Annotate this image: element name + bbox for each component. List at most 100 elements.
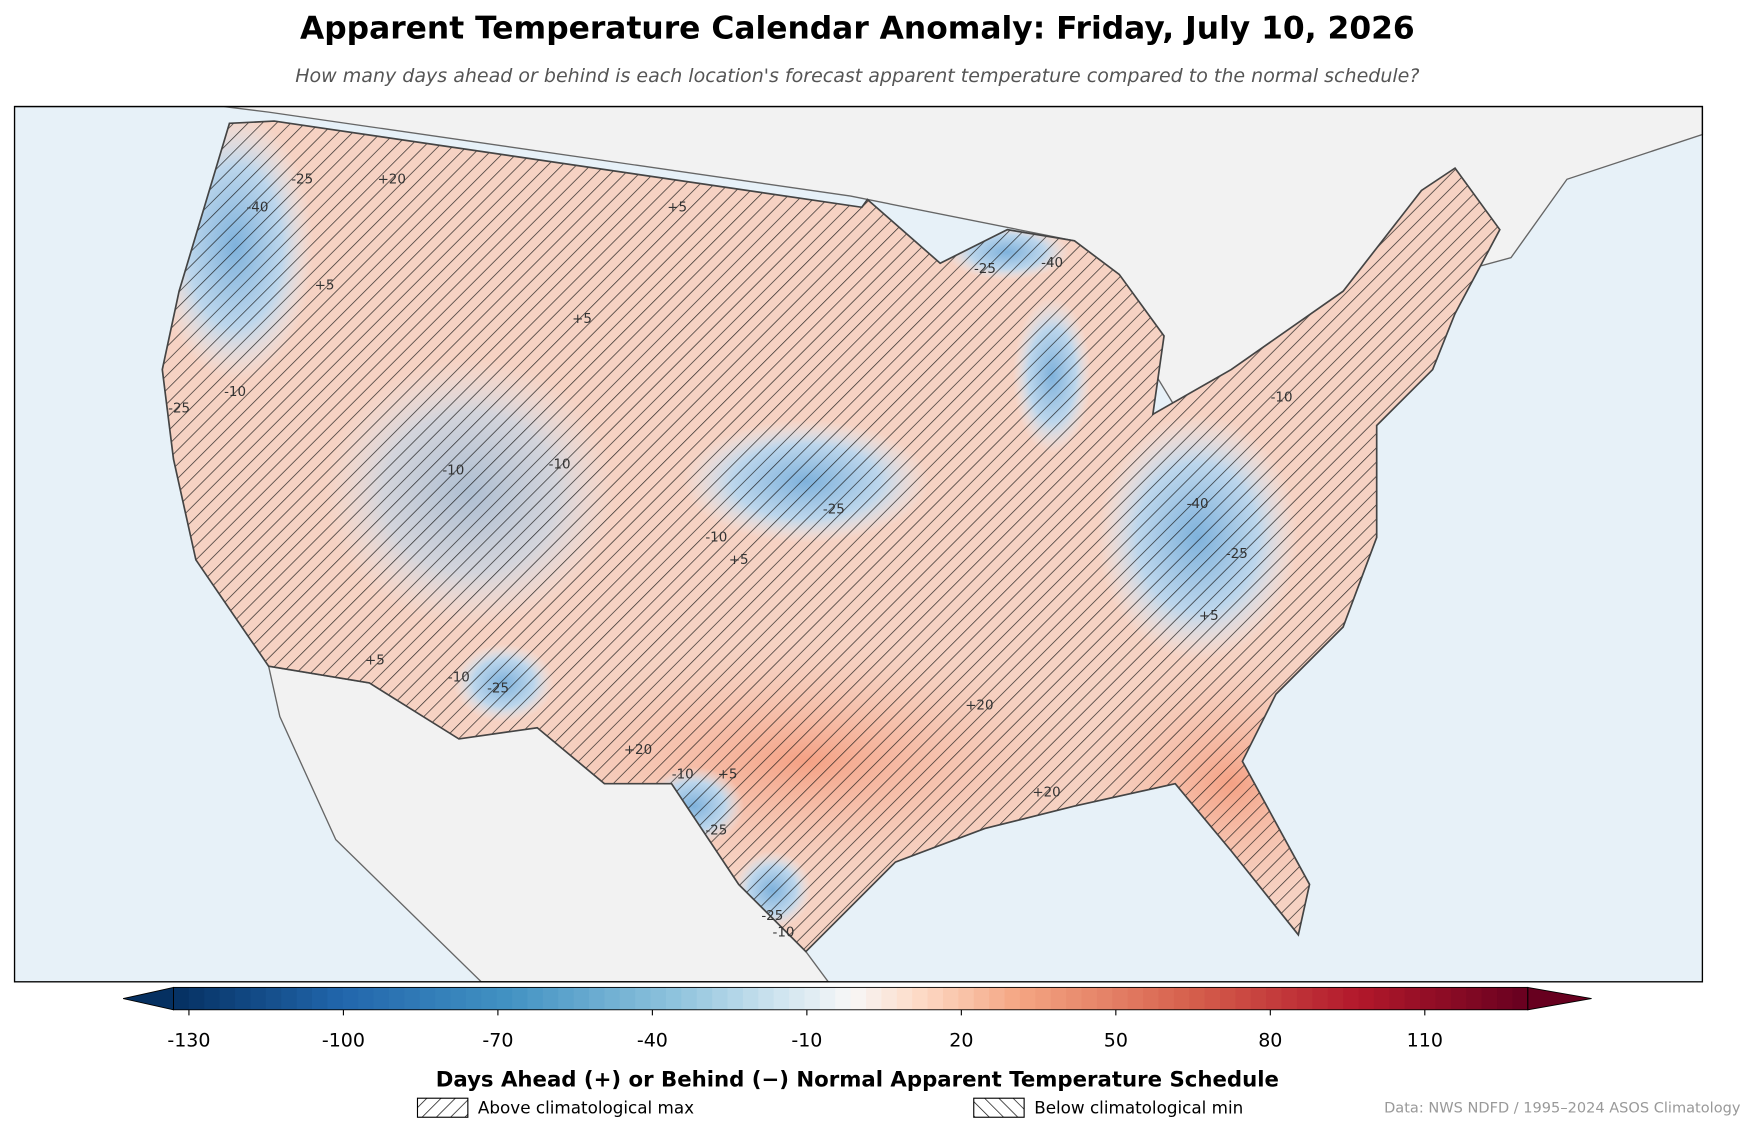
contour-label: +5 <box>729 553 749 568</box>
colorbar-extend <box>123 986 174 1011</box>
contour-label: -25 <box>1226 547 1248 562</box>
colorbar-segment <box>1173 987 1190 1010</box>
contour-label: -25 <box>705 824 727 839</box>
colorbar-segment <box>1158 987 1175 1010</box>
contour-label: -10 <box>672 768 694 783</box>
colorbar-tick-label: 50 <box>1104 1030 1128 1052</box>
colorbar-segment <box>1235 987 1252 1010</box>
contour-label: -10 <box>448 670 470 685</box>
contour-label: -10 <box>773 926 795 941</box>
colorbar-segment <box>773 987 790 1010</box>
colorbar-segment <box>1450 987 1467 1010</box>
colorbar-segment <box>358 987 375 1010</box>
contour-label: -25 <box>291 172 313 187</box>
contour-label: -10 <box>1271 391 1293 406</box>
contour-label: +5 <box>718 768 738 783</box>
colorbar-segment <box>450 987 467 1010</box>
contour-label: -40 <box>1187 497 1209 512</box>
contour-label: +20 <box>1032 786 1060 801</box>
contour-labels: -25-40+5+20-25-10-10 -10-10-25+5+5-25-10+… <box>168 172 1292 940</box>
contour-label: +20 <box>965 698 993 713</box>
colorbar-segment <box>1050 987 1067 1010</box>
colorbar-segment <box>696 987 713 1010</box>
colorbar-segment <box>635 987 652 1010</box>
colorbar-segment <box>1035 987 1052 1010</box>
colorbar-segment <box>327 987 344 1010</box>
colorbar-segment <box>527 987 544 1010</box>
colorbar-segment <box>373 987 390 1010</box>
colorbar-segment <box>712 987 729 1010</box>
colorbar-segment <box>265 987 282 1010</box>
contour-label: +20 <box>624 743 652 758</box>
colorbar-segment <box>1127 987 1144 1010</box>
subtitle: How many days ahead or behind is each lo… <box>295 65 1419 87</box>
title: Apparent Temperature Calendar Anomaly: F… <box>300 10 1415 46</box>
colorbar-segment <box>758 987 775 1010</box>
colorbar-segment <box>1081 987 1098 1010</box>
colorbar-segment <box>296 987 313 1010</box>
colorbar-segment <box>989 987 1006 1010</box>
colorbar-segment <box>573 987 590 1010</box>
colorbar-frame <box>173 986 1529 1011</box>
colorbar-segment <box>850 987 867 1010</box>
colorbar-segment <box>1466 987 1483 1010</box>
colorbar-segment <box>1204 987 1221 1010</box>
colorbar-tick-label: -100 <box>322 1030 365 1052</box>
map-frame <box>13 105 1704 983</box>
colorbar-segment <box>1219 987 1237 1010</box>
colorbar-segment <box>1481 987 1498 1010</box>
colorbar-tick-label: -70 <box>482 1030 513 1052</box>
colorbar-segment <box>281 987 298 1010</box>
colorbar-segment <box>589 987 606 1010</box>
colorbar-segment <box>927 987 944 1010</box>
colorbar-segment <box>619 987 636 1010</box>
colorbar-segment <box>1066 987 1083 1010</box>
colorbar-segment <box>958 987 975 1010</box>
colorbar-segment <box>835 987 852 1010</box>
colorbar-segment <box>435 987 452 1010</box>
contour-label: -10 <box>442 463 464 478</box>
colorbar-segment <box>942 987 960 1010</box>
contour-label: -10 <box>705 530 727 545</box>
colorbar-segment <box>604 987 621 1010</box>
colorbar-tick-label: -10 <box>791 1030 822 1052</box>
colorbar-segment <box>235 987 252 1010</box>
colorbar-segment <box>1497 987 1514 1010</box>
colorbar-segment <box>727 987 744 1010</box>
colorbar-segment <box>789 987 806 1010</box>
colorbar-segment <box>388 987 406 1010</box>
contour-label: +5 <box>1199 609 1219 624</box>
colorbar-segment <box>1512 987 1529 1010</box>
colorbar-segment <box>1096 987 1113 1010</box>
colorbar-tick-label: 20 <box>949 1030 973 1052</box>
colorbar-segment <box>681 987 698 1010</box>
colorbar-segment <box>188 987 205 1010</box>
contour-label: -25 <box>761 909 783 924</box>
colorbar-segment <box>404 987 421 1010</box>
contour-label: -25 <box>974 262 996 277</box>
contour-label: +20 <box>378 172 406 187</box>
contour-label: -40 <box>1041 256 1063 271</box>
contour-label: +5 <box>572 312 592 327</box>
colorbar-segment <box>866 987 883 1010</box>
colorbar-segment <box>1296 987 1314 1010</box>
legend-swatch <box>416 1097 469 1118</box>
colorbar-segment <box>419 987 436 1010</box>
colorbar-segment <box>1112 987 1129 1010</box>
colorbar-segment <box>542 987 559 1010</box>
colorbar-segment <box>1019 987 1036 1010</box>
contour-label: -25 <box>487 682 509 697</box>
colorbar-tick-label: 110 <box>1407 1030 1443 1052</box>
colorbar-segment <box>465 987 482 1010</box>
colorbar-segment <box>1420 987 1437 1010</box>
colorbar-segment <box>173 987 190 1010</box>
colorbar-segment <box>1343 987 1360 1010</box>
colorbar-segment <box>1143 987 1160 1010</box>
colorbar-segment <box>219 987 236 1010</box>
contour-label: -10 <box>224 385 246 400</box>
us-border <box>161 120 1501 953</box>
contour-label: +5 <box>315 279 335 294</box>
colorbar-segment <box>1312 987 1329 1010</box>
legend-label: Below climatological min <box>1034 1097 1243 1117</box>
